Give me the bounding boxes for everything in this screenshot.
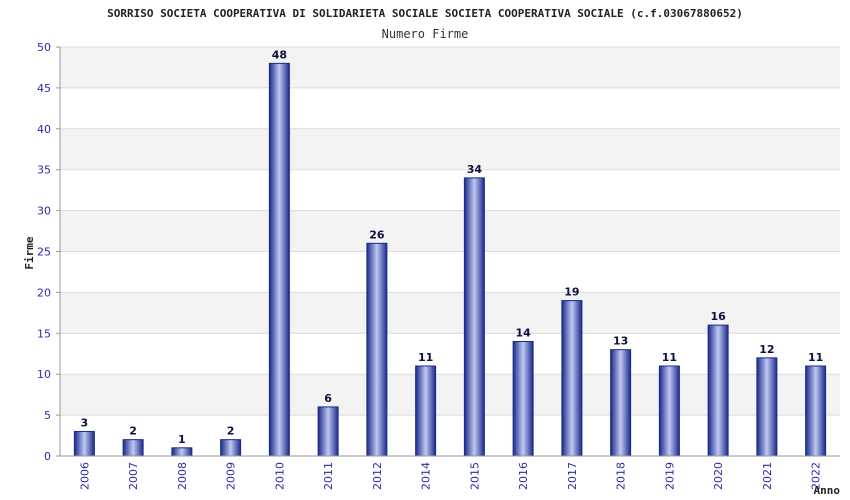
data-label: 11 (808, 351, 823, 364)
x-tick-label: 2009 (225, 462, 238, 490)
x-tick-label: 2012 (371, 462, 384, 490)
bar (366, 242, 388, 457)
data-label: 2 (227, 425, 235, 438)
data-label: 16 (710, 310, 726, 323)
x-tick-label: 2018 (615, 462, 628, 490)
plot-band (60, 210, 840, 252)
x-tick-label: 2006 (78, 462, 91, 490)
plot-band (60, 87, 840, 129)
y-axis: 0 5 10 15 20 25 30 35 40 45 50 (37, 41, 61, 463)
data-label: 1 (178, 433, 186, 446)
data-label: 19 (564, 286, 579, 299)
x-tick-label: 2022 (810, 462, 823, 490)
x-axis: 2006 2007 2008 2009 2010 2011 2012 2014 2015 2016… (60, 455, 840, 490)
data-label: 26 (369, 228, 385, 241)
data-label: 11 (418, 351, 433, 364)
plot-band (60, 128, 840, 170)
bar (805, 365, 827, 457)
bar (756, 357, 778, 457)
x-axis-label: Anno (814, 484, 841, 497)
x-tick-label: 2015 (468, 462, 481, 490)
y-tick-label: 25 (37, 246, 51, 259)
y-tick-label: 0 (44, 450, 51, 463)
bar (220, 439, 242, 457)
x-tick-label: 2011 (322, 462, 335, 490)
data-label: 13 (613, 335, 628, 348)
bar (463, 177, 485, 457)
y-tick-label: 40 (37, 123, 51, 136)
x-tick-label: 2019 (663, 462, 676, 490)
y-tick-label: 50 (37, 41, 51, 54)
bar (512, 340, 534, 457)
y-tick-label: 45 (37, 82, 51, 95)
data-label: 48 (272, 48, 287, 61)
data-label: 34 (467, 163, 483, 176)
y-tick-label: 30 (37, 205, 51, 218)
bar (268, 62, 290, 457)
chart-subtitle: Numero Firme (382, 27, 469, 41)
bar (561, 300, 583, 457)
bar (122, 439, 144, 457)
x-tick-label: 2007 (127, 462, 140, 490)
x-tick-label: 2014 (420, 462, 433, 490)
y-axis-label: Firme (23, 236, 36, 269)
bar (415, 365, 437, 457)
x-tick-label: 2008 (176, 462, 189, 490)
x-tick-label: 2016 (517, 462, 530, 490)
data-label: 2 (129, 425, 137, 438)
data-label: 6 (324, 392, 332, 405)
x-tick-label: 2020 (712, 462, 725, 490)
y-tick-label: 15 (37, 327, 51, 340)
bar (658, 365, 680, 457)
bar (610, 349, 632, 457)
bar (707, 324, 729, 457)
data-label: 3 (81, 416, 89, 429)
x-tick-label: 2017 (566, 462, 579, 490)
y-tick-label: 20 (37, 286, 51, 299)
bar (73, 430, 95, 457)
bar (317, 406, 339, 457)
y-tick-label: 35 (37, 164, 51, 177)
data-label: 12 (759, 343, 774, 356)
x-tick-label: 2010 (273, 462, 286, 490)
plot-band (60, 251, 840, 293)
plot-band (60, 47, 840, 88)
data-label: 11 (662, 351, 677, 364)
bar (171, 447, 193, 457)
chart-title: SORRISO SOCIETA COOPERATIVA DI SOLIDARIE… (107, 7, 743, 20)
plot-band (60, 169, 840, 211)
y-tick-label: 10 (37, 368, 51, 381)
y-tick-label: 5 (44, 409, 51, 422)
data-label: 14 (515, 326, 531, 339)
x-tick-label: 2021 (761, 462, 774, 490)
